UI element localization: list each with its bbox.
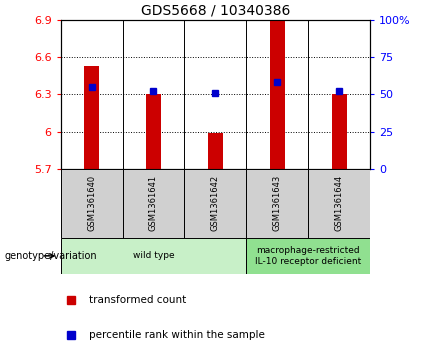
Bar xyxy=(123,169,184,238)
Text: GSM1361640: GSM1361640 xyxy=(87,175,96,231)
Text: GSM1361642: GSM1361642 xyxy=(211,175,220,231)
Bar xyxy=(61,169,123,238)
Bar xyxy=(332,94,347,169)
Bar xyxy=(146,94,161,169)
Text: genotype/variation: genotype/variation xyxy=(4,251,97,261)
Text: GSM1361643: GSM1361643 xyxy=(273,175,282,231)
Bar xyxy=(270,20,285,169)
Text: wild type: wild type xyxy=(132,252,174,260)
Bar xyxy=(308,169,370,238)
Text: transformed count: transformed count xyxy=(89,295,186,305)
Bar xyxy=(208,133,223,169)
Bar xyxy=(246,238,370,274)
Bar xyxy=(184,169,246,238)
Bar xyxy=(246,169,308,238)
Title: GDS5668 / 10340386: GDS5668 / 10340386 xyxy=(141,3,290,17)
Text: GSM1361641: GSM1361641 xyxy=(149,175,158,231)
Text: macrophage-restricted
IL-10 receptor deficient: macrophage-restricted IL-10 receptor def… xyxy=(255,246,362,266)
Text: GSM1361644: GSM1361644 xyxy=(335,175,344,231)
Text: percentile rank within the sample: percentile rank within the sample xyxy=(89,330,265,340)
Bar xyxy=(61,238,246,274)
Bar xyxy=(84,66,99,169)
